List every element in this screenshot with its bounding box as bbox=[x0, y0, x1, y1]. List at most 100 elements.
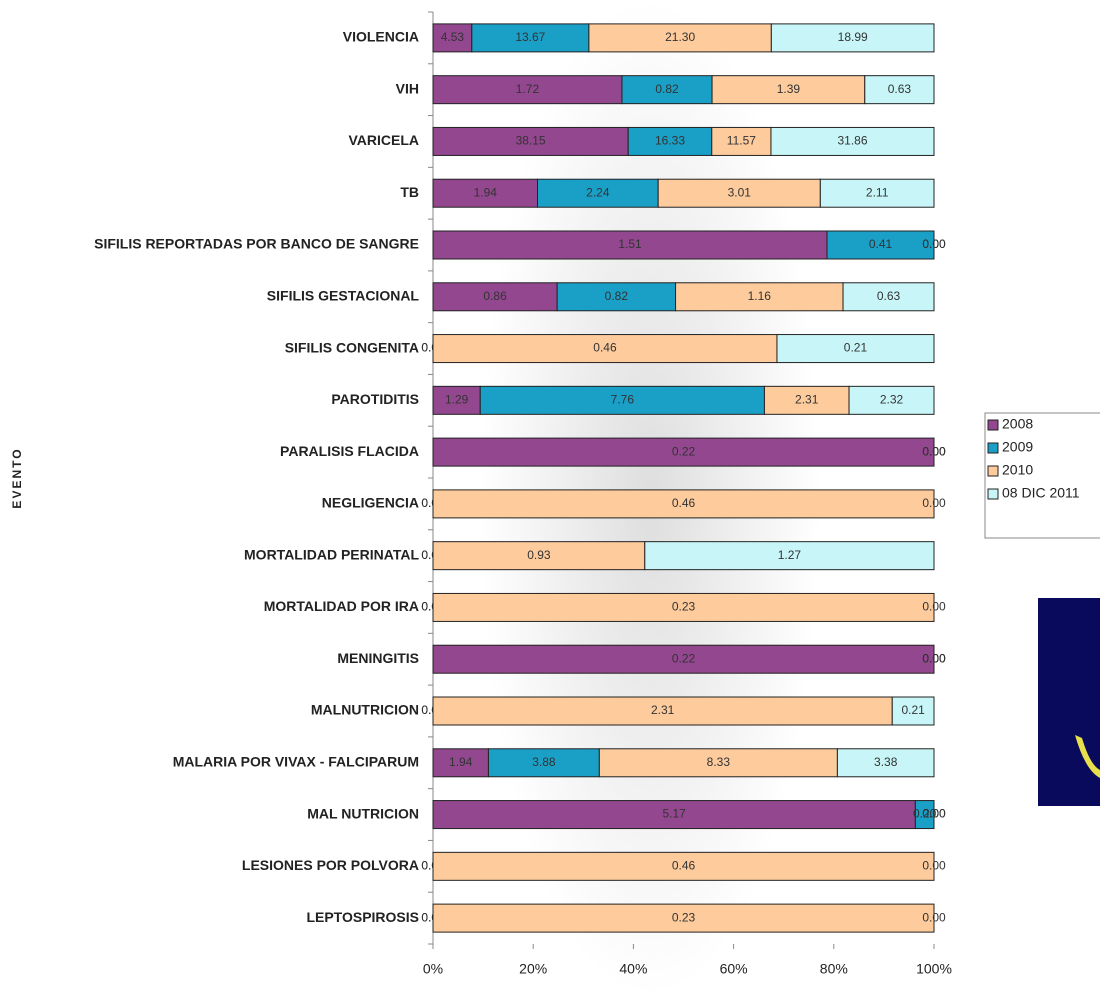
bar-segment bbox=[770, 23, 935, 53]
bar-segment bbox=[432, 489, 935, 519]
value-label: 0.00 bbox=[922, 651, 946, 665]
bar-segment bbox=[487, 748, 600, 778]
value-label: 1.72 bbox=[516, 82, 540, 96]
legend-label: 08 DIC 2011 bbox=[1002, 485, 1080, 501]
value-label: 0.00 bbox=[922, 237, 946, 251]
category-label: LEPTOSPIROSIS bbox=[306, 909, 419, 925]
value-label: 1.16 bbox=[748, 289, 772, 303]
bar-segment bbox=[776, 334, 935, 364]
value-label: 0.23 bbox=[672, 600, 696, 614]
bar-segment bbox=[432, 592, 935, 622]
y-axis-label: EVENTO bbox=[10, 447, 24, 508]
value-label: 3.88 bbox=[532, 755, 556, 769]
value-label: 0.22 bbox=[672, 651, 696, 665]
value-label: 31.86 bbox=[837, 134, 867, 148]
value-label: 11.57 bbox=[727, 134, 756, 148]
value-label: 2.31 bbox=[795, 393, 819, 407]
category-label: SIFILIS CONGENITA bbox=[285, 339, 419, 355]
value-label: 0.20 bbox=[913, 807, 937, 821]
x-tick-label: 20% bbox=[519, 961, 547, 977]
bar-segment bbox=[537, 178, 659, 208]
value-label: 0.21 bbox=[844, 341, 868, 355]
bar-segment bbox=[432, 23, 473, 53]
legend-label: 2010 bbox=[1002, 462, 1033, 478]
image-fragment-shape bbox=[1075, 735, 1100, 778]
bar-segment bbox=[819, 178, 935, 208]
legend-label: 2009 bbox=[1002, 439, 1033, 455]
value-label: 0.00 bbox=[922, 444, 946, 458]
bar-segment bbox=[432, 800, 916, 830]
category-label: TB bbox=[400, 184, 419, 200]
bar-segment bbox=[432, 385, 481, 415]
bar-segment bbox=[842, 282, 935, 312]
value-label: 1.27 bbox=[778, 548, 802, 562]
bar-segment bbox=[836, 748, 935, 778]
bar-segment bbox=[432, 282, 558, 312]
value-label: 7.76 bbox=[611, 393, 635, 407]
legend-swatch bbox=[987, 488, 999, 500]
category-label: SIFILIS REPORTADAS POR BANCO DE SANGRE bbox=[94, 236, 419, 252]
category-label: LESIONES POR POLVORA bbox=[242, 857, 419, 873]
bar-segment bbox=[432, 230, 828, 260]
value-label: 0.00 bbox=[922, 237, 946, 251]
value-label: 0.00 bbox=[922, 600, 946, 614]
category-label: MORTALIDAD POR IRA bbox=[264, 598, 419, 614]
value-label: 38.15 bbox=[516, 134, 546, 148]
value-label: 0.23 bbox=[672, 910, 696, 924]
bar-segment bbox=[627, 126, 713, 156]
x-tick-label: 100% bbox=[916, 961, 952, 977]
category-label: VIH bbox=[396, 80, 419, 96]
value-label: 0.00 bbox=[922, 807, 946, 821]
bar-segment bbox=[770, 126, 935, 156]
value-label: 1.94 bbox=[449, 755, 473, 769]
value-label: 0.00 bbox=[922, 910, 946, 924]
bar-segment bbox=[432, 696, 893, 726]
bar-segment bbox=[432, 541, 646, 571]
value-label: 0.00 bbox=[922, 496, 946, 510]
value-label: 0.00 bbox=[922, 859, 946, 873]
value-label: 0.00 bbox=[922, 651, 946, 665]
value-label: 21.30 bbox=[665, 30, 695, 44]
bar-segment bbox=[432, 126, 629, 156]
bar-segment bbox=[711, 75, 866, 105]
value-label: 0.46 bbox=[593, 341, 617, 355]
legend-swatch bbox=[987, 442, 999, 454]
value-label: 1.29 bbox=[445, 393, 469, 407]
category-label: MALARIA POR VIVAX - FALCIPARUM bbox=[173, 753, 419, 769]
legend-swatch bbox=[987, 465, 999, 477]
value-label: 0.22 bbox=[672, 444, 696, 458]
value-label: 0.41 bbox=[869, 237, 893, 251]
value-label: 0.00 bbox=[922, 807, 946, 821]
category-label: NEGLIGENCIA bbox=[322, 495, 419, 511]
value-label: 2.32 bbox=[880, 393, 904, 407]
bar-segment bbox=[891, 696, 935, 726]
bar-segment bbox=[432, 644, 935, 674]
value-label: 2.31 bbox=[651, 703, 675, 717]
category-label: VIOLENCIA bbox=[343, 29, 419, 45]
category-label: MAL NUTRICION bbox=[307, 805, 419, 821]
x-tick-label: 80% bbox=[820, 961, 848, 977]
value-label: 2.24 bbox=[586, 185, 610, 199]
value-label: 16.33 bbox=[655, 134, 685, 148]
bar-segment bbox=[588, 23, 772, 53]
value-label: 13.67 bbox=[515, 30, 545, 44]
value-label: 1.51 bbox=[618, 237, 642, 251]
value-label: 4.53 bbox=[441, 30, 465, 44]
bar-segment bbox=[432, 437, 935, 467]
value-label: 0.00 bbox=[922, 444, 946, 458]
value-label: 0.46 bbox=[672, 859, 696, 873]
bar-segment bbox=[479, 385, 765, 415]
category-label: MORTALIDAD PERINATAL bbox=[244, 546, 419, 562]
bar-segment bbox=[471, 23, 590, 53]
image-fragment bbox=[1038, 598, 1100, 806]
value-label: 0.82 bbox=[655, 82, 679, 96]
value-label: 0.82 bbox=[605, 289, 629, 303]
bar-segment bbox=[621, 75, 713, 105]
category-label: MALNUTRICION bbox=[311, 702, 419, 718]
legend-swatch bbox=[987, 419, 999, 431]
bar-segment bbox=[826, 230, 935, 260]
bar-segment bbox=[914, 800, 935, 830]
bar-segment bbox=[432, 903, 935, 933]
bar-segment bbox=[432, 75, 623, 105]
